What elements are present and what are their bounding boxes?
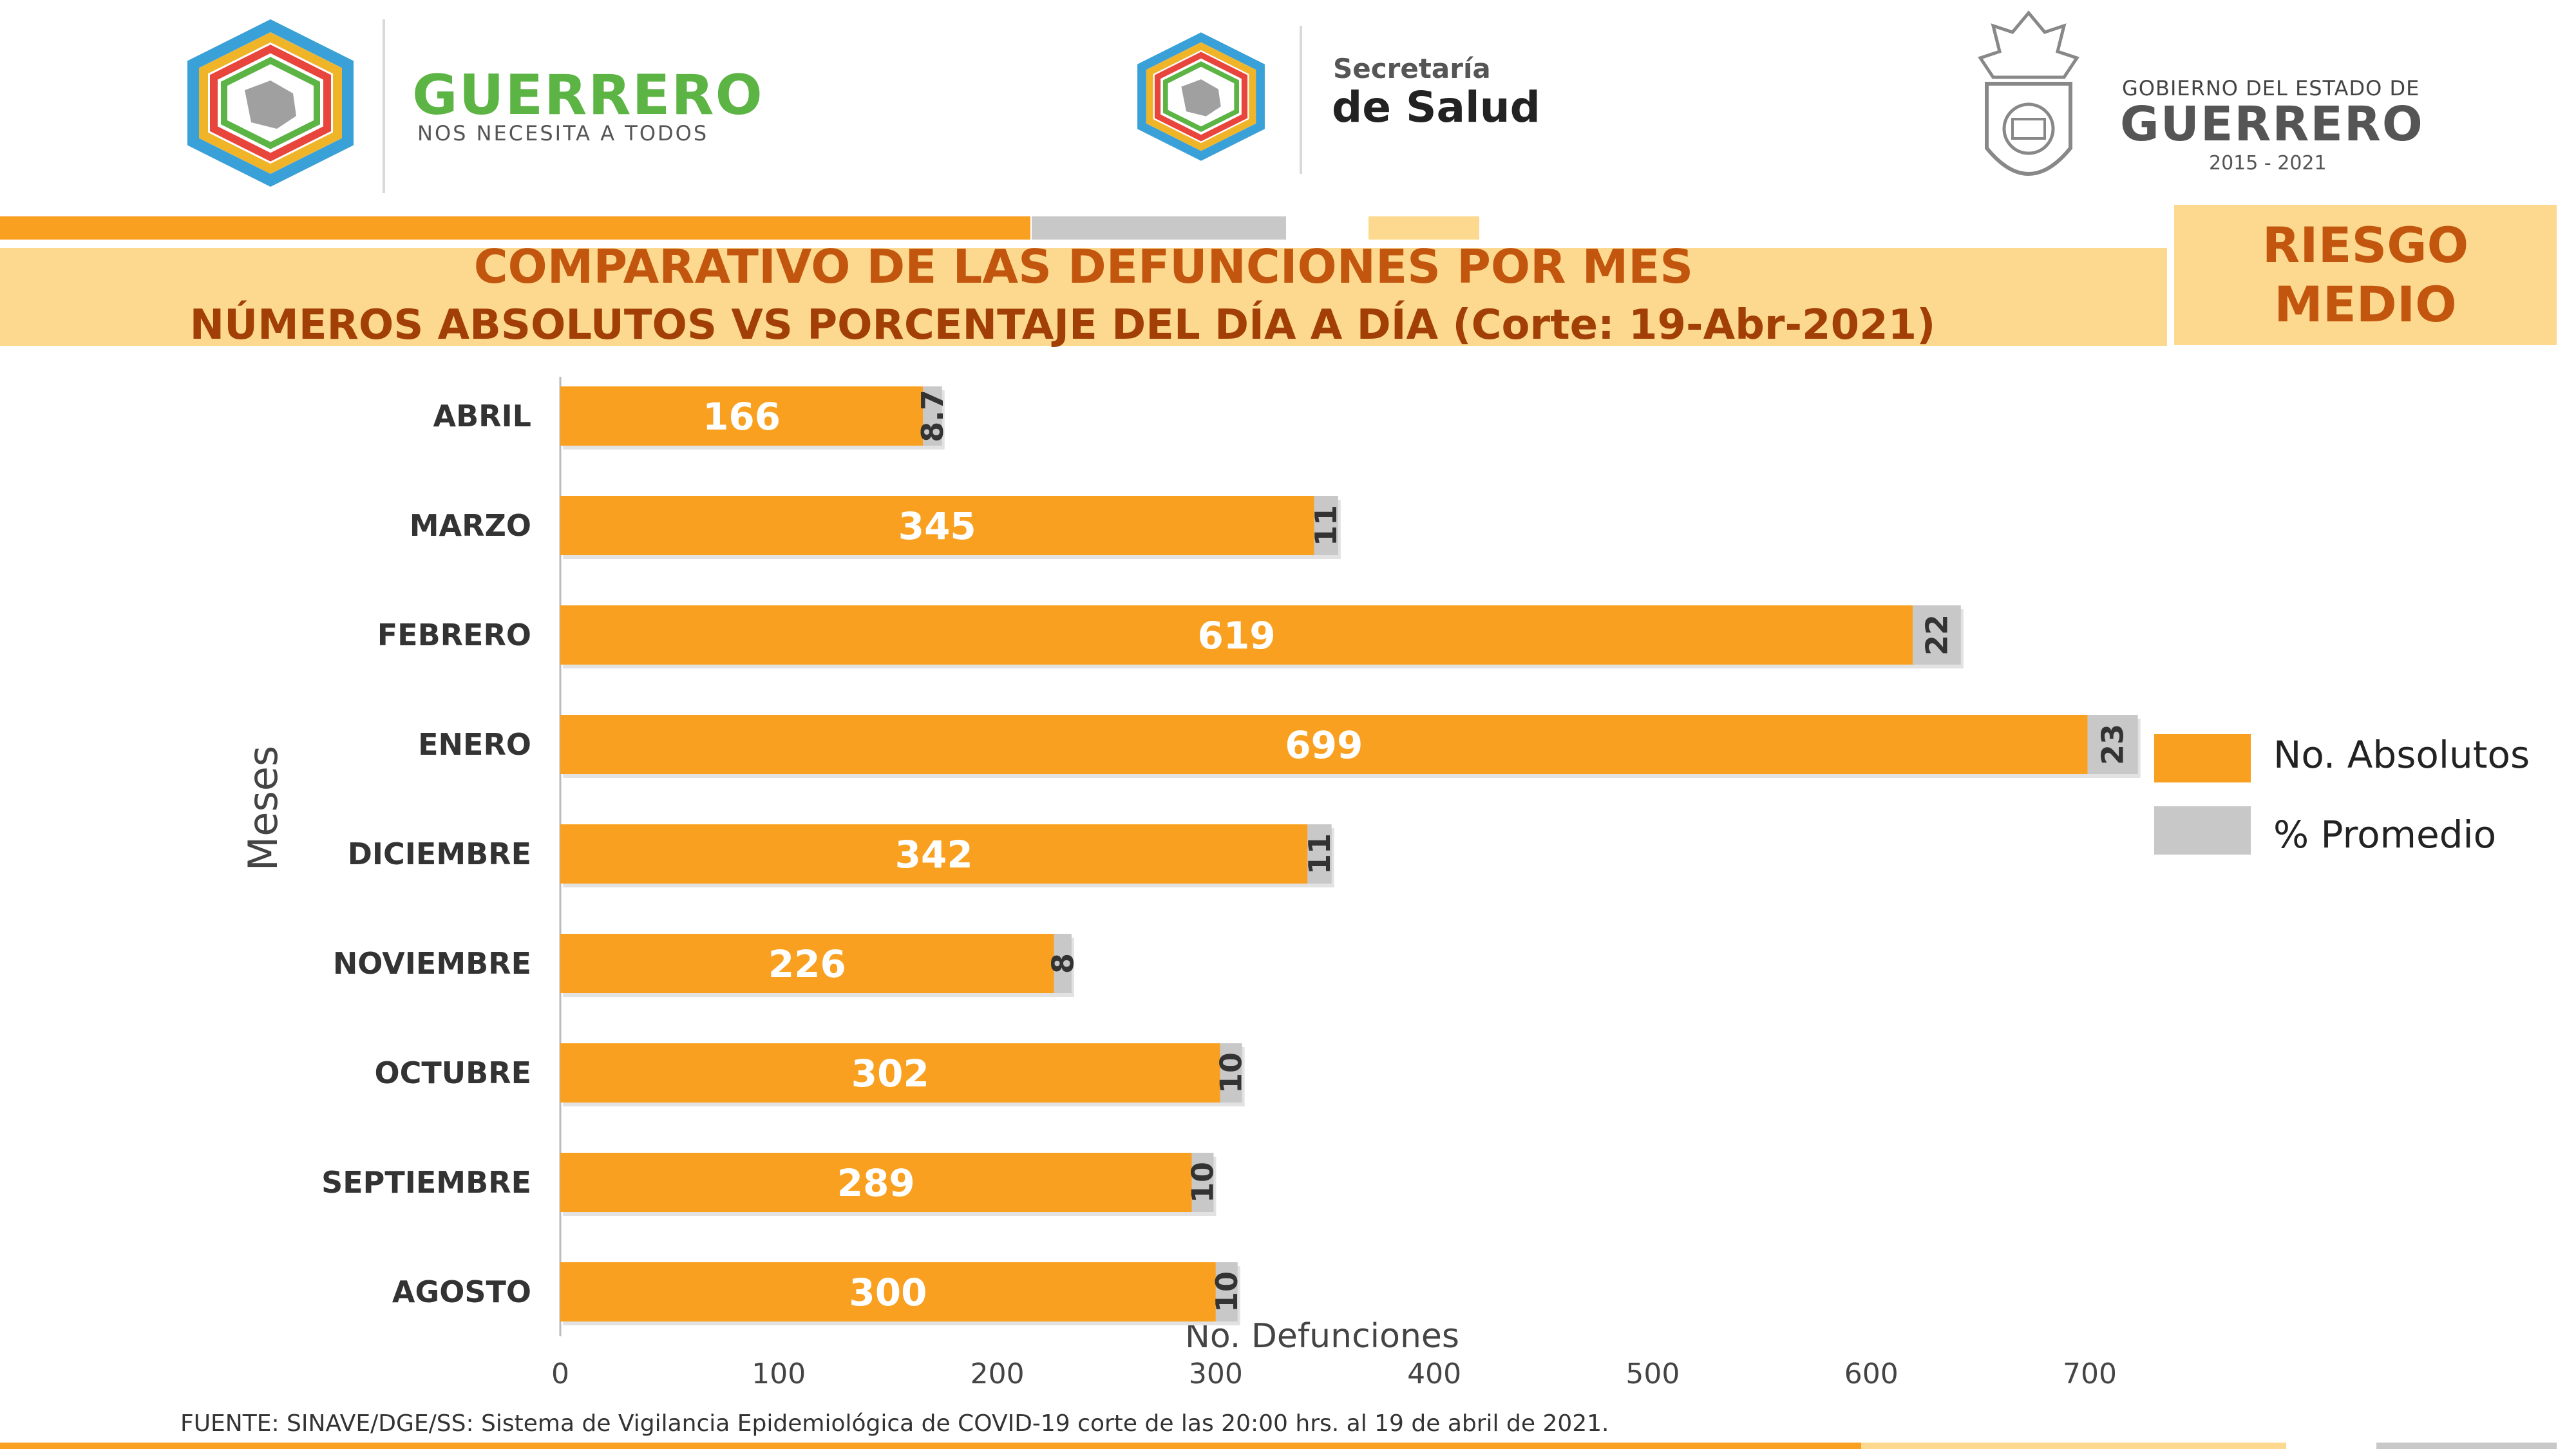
- header-divider: [383, 19, 385, 193]
- right-brand-line2: GUERRERO: [2120, 97, 2424, 152]
- x-tick-label: 300: [1189, 1358, 1243, 1390]
- category-label: ENERO: [418, 727, 531, 762]
- bottom-stripe-gray: [2376, 1443, 2557, 1449]
- value-label-promedio: 10: [1186, 1162, 1220, 1203]
- risk-box: [2174, 205, 2557, 345]
- risk-line2: MEDIO: [2274, 276, 2457, 333]
- value-label-absolutos: 699: [1285, 723, 1363, 767]
- value-label-promedio: 11: [1309, 505, 1343, 546]
- bar-promedio: [1220, 1043, 1242, 1103]
- bar-absolutos: [560, 1153, 1192, 1212]
- risk-line1: RIESGO: [2262, 216, 2469, 274]
- legend-swatch-absolutos: [2154, 734, 2251, 782]
- hexagon-logo-icon: [1137, 32, 1265, 161]
- category-label: ABRIL: [433, 399, 531, 433]
- bar-promedio: [923, 386, 942, 446]
- right-brand-line1: GOBIERNO DEL ESTADO DE: [2122, 76, 2420, 100]
- bar-absolutos: [560, 1043, 1220, 1103]
- value-label-absolutos: 619: [1198, 614, 1276, 658]
- bar-promedio: [1054, 934, 1072, 993]
- category-label: FEBRERO: [377, 618, 531, 652]
- value-label-promedio: 8.7: [915, 390, 950, 442]
- category-label: DICIEMBRE: [348, 837, 531, 871]
- bar-promedio: [1191, 1153, 1214, 1212]
- value-label-absolutos: 289: [837, 1161, 915, 1205]
- category-label: OCTUBRE: [375, 1056, 532, 1090]
- x-tick-label: 200: [971, 1358, 1025, 1390]
- bottom-stripe-yellow: [1861, 1443, 2286, 1449]
- value-label-promedio: 23: [2096, 724, 2130, 765]
- bar-promedio: [1314, 496, 1338, 555]
- bar-absolutos: [560, 386, 923, 446]
- category-label: SEPTIEMBRE: [321, 1165, 531, 1200]
- value-label-absolutos: 345: [898, 504, 976, 548]
- x-tick-label: 700: [2063, 1358, 2117, 1390]
- guerrero-logo: [174, 19, 367, 187]
- header-divider: [1300, 26, 1302, 174]
- legend-label-absolutos: No. Absolutos: [2273, 733, 2530, 777]
- center-brand-line1: Secretaría: [1333, 53, 1491, 84]
- value-label-absolutos: 300: [849, 1271, 927, 1314]
- salud-logo: [1127, 23, 1275, 171]
- x-tick-label: 600: [1844, 1358, 1899, 1390]
- value-label-absolutos: 226: [768, 942, 846, 986]
- value-label-promedio: 10: [1214, 1052, 1249, 1094]
- x-tick-label: 500: [1625, 1358, 1680, 1390]
- legend-swatch-promedio: [2154, 806, 2251, 855]
- bar-absolutos: [560, 496, 1314, 555]
- value-label-promedio: 22: [1920, 614, 1955, 656]
- bar-absolutos: [560, 934, 1054, 993]
- bar-promedio: [1215, 1262, 1238, 1321]
- bar-promedio: [2087, 715, 2138, 774]
- y-axis-title: Meses: [240, 746, 287, 871]
- chart-title: COMPARATIVO DE LAS DEFUNCIONES POR MES: [473, 240, 1694, 294]
- left-brand-name: GUERRERO: [412, 63, 764, 128]
- value-label-absolutos: 166: [703, 395, 781, 439]
- value-label-absolutos: 342: [895, 833, 973, 876]
- x-tick-label: 0: [551, 1358, 569, 1390]
- chart-subtitle: NÚMEROS ABSOLUTOS VS PORCENTAJE DEL DÍA …: [189, 301, 1936, 349]
- x-tick-label: 400: [1407, 1358, 1461, 1390]
- legend-label-promedio: % Promedio: [2273, 813, 2497, 857]
- center-brand-line2: de Salud: [1332, 82, 1540, 132]
- bar-promedio: [1913, 605, 1961, 665]
- source-note: FUENTE: SINAVE/DGE/SS: Sistema de Vigila…: [180, 1410, 1609, 1437]
- bottom-stripe-orange: [0, 1443, 1861, 1449]
- left-brand-tagline: NOS NECESITA A TODOS: [417, 121, 709, 146]
- top-stripe-orange: [0, 216, 1030, 240]
- bar-absolutos: [560, 824, 1308, 884]
- x-tick-label: 100: [752, 1358, 806, 1390]
- coat-of-arms: [1967, 6, 2090, 206]
- top-stripe-yellow: [1368, 216, 1479, 240]
- bar-absolutos: [560, 715, 2088, 774]
- category-label: MARZO: [410, 508, 531, 543]
- hexagon-logo-icon: [187, 19, 354, 187]
- coat-of-arms-icon: [1978, 10, 2079, 176]
- value-label-promedio: 8: [1045, 953, 1080, 974]
- value-label-promedio: 11: [1302, 833, 1337, 875]
- right-brand-years: 2015 - 2021: [2209, 152, 2327, 175]
- value-label-promedio: 10: [1209, 1271, 1244, 1312]
- category-label: NOVIEMBRE: [333, 946, 531, 981]
- risk-label: RIESGO MEDIO: [2174, 216, 2557, 334]
- value-label-absolutos: 302: [851, 1052, 929, 1095]
- top-stripe-gray: [1032, 216, 1286, 240]
- title-band: [0, 248, 2167, 346]
- bar-absolutos: [560, 605, 1913, 665]
- category-label: AGOSTO: [392, 1274, 531, 1309]
- bar-absolutos: [560, 1262, 1216, 1321]
- bar-promedio: [1307, 824, 1332, 884]
